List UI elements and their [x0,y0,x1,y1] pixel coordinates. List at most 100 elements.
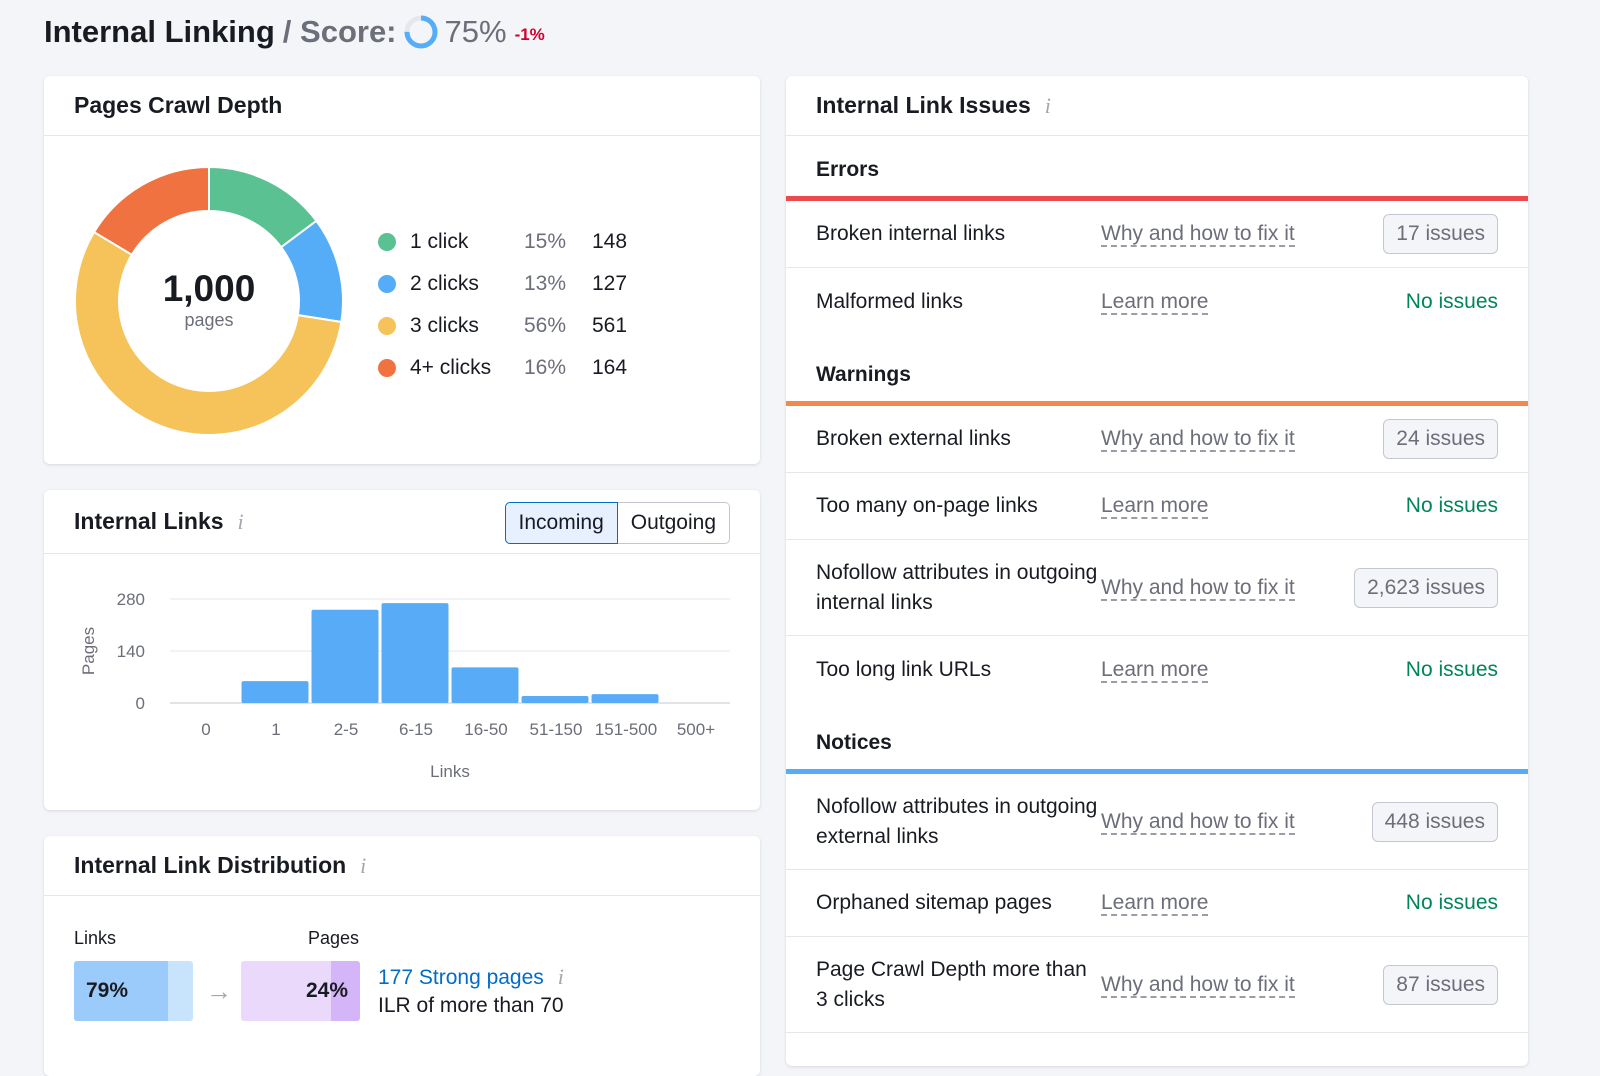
bar-2-5[interactable] [311,609,379,703]
legend-count: 127 [592,272,628,295]
issue-name: Broken internal links [816,222,1006,245]
help-link[interactable]: Learn more [1101,657,1209,683]
info-icon[interactable]: i [360,852,367,878]
legend-item: 2 clicks 13% 127 [378,263,627,305]
issue-row: Broken internal links Why and how to fix… [786,201,1528,268]
no-issues-status: No issues [1405,494,1498,517]
legend-pct: 13% [524,272,567,295]
section-bar [786,401,1528,406]
issue-row: Nofollow attributes in outgoing external… [786,774,1528,870]
info-icon[interactable]: i [237,508,244,534]
info-icon[interactable]: i [1044,92,1051,118]
bar-51-150[interactable] [521,695,589,703]
section-bar [786,196,1528,201]
x-tick-label: 2-5 [334,720,359,739]
legend-count: 148 [592,230,628,253]
help-link[interactable]: Why and how to fix it [1101,222,1295,247]
legend-count: 164 [592,356,628,379]
issue-name: Malformed links [816,289,964,313]
help-link[interactable]: Learn more [1101,891,1209,916]
help-link[interactable]: Why and how to fix it [1101,575,1295,601]
help-link[interactable]: Learn more [1101,494,1209,519]
info-icon[interactable]: i [557,964,564,989]
issues-badge[interactable]: 448 issues [1371,801,1498,842]
issue-name: Page Crawl Depth more than 3 clicks [816,957,1087,1011]
issue-name: Too long link URLs [816,657,992,681]
x-tick-label: 6-15 [399,720,433,739]
legend-label: 4+ clicks [410,356,492,379]
legend-label: 3 clicks [410,314,479,337]
score-label: / Score: [282,14,397,49]
internal-links-card: Internal Links i Incoming Outgoing 0 140 28… [44,490,760,810]
no-issues-status: No issues [1405,289,1498,313]
strong-pages-link[interactable]: 177 Strong pages i [378,964,564,989]
issue-row: Page Crawl Depth more than 3 clicks Why … [786,937,1528,1033]
legend-item: 4+ clicks 16% 164 [378,347,627,389]
issues-badge[interactable]: 87 issues [1383,964,1498,1005]
issue-name: Nofollow attributes in outgoing external… [816,794,1098,848]
card-title: Internal Link Distribution [74,852,347,878]
issue-row: Broken external links Why and how to fix… [786,406,1528,473]
issue-name: Nofollow attributes in outgoing internal… [816,560,1098,614]
distribution-card: Internal Link Distribution i Links Pages … [44,836,760,1076]
x-axis-label: Links [430,762,470,781]
score-ring-icon [404,15,438,49]
title-text: Internal Linking [44,14,275,49]
x-tick-label: 0 [201,720,210,739]
donut-slice-2[interactable] [74,230,343,436]
issues-badge[interactable]: 17 issues [1383,214,1498,254]
card-title: Internal Links [74,508,224,534]
direction-toggle: Incoming Outgoing [504,502,730,544]
crawl-depth-card: Pages Crawl Depth 1,000 pages 1 click 15%… [44,76,760,464]
ilr-text: ILR of more than 70 [378,994,564,1017]
tab-incoming[interactable]: Incoming [504,502,618,544]
legend-pct: 15% [524,230,567,253]
issues-badge[interactable]: 2,623 issues [1354,567,1498,608]
legend-item: 1 click 15% 148 [378,221,627,263]
links-bar: 79% [74,961,193,1021]
y-axis-label: Pages [79,627,98,675]
pages-bar: 24% [241,961,360,1021]
issue-row: Nofollow attributes in outgoing internal… [786,540,1528,636]
bar-1[interactable] [241,681,309,703]
score-value: 75% [444,14,507,49]
link-issues-card: Internal Link Issues i Errors Broken inte… [786,76,1528,1066]
issue-row: Too long link URLs Learn more No issues [786,636,1528,703]
legend-label: 2 clicks [410,272,479,295]
issue-row: Malformed links Learn more No issues [786,268,1528,335]
help-link[interactable]: Why and how to fix it [1101,972,1295,998]
x-tick-label: 51-150 [530,720,583,739]
section-bar [786,769,1528,774]
links-label: Links [74,928,117,948]
donut-slice-3[interactable] [92,166,210,257]
links-pct: 79% [86,979,129,1002]
legend-item: 3 clicks 56% 561 [378,305,627,347]
legend-label: 1 click [410,230,469,253]
links-bar-chart: 0 140 280 0 1 2-5 6-15 16-50 51-150 151-500 500+ Li… [79,590,730,781]
issue-name: Orphaned sitemap pages [816,891,1052,914]
total-label: pages [184,310,234,330]
page-title: Internal Linking / Score: 75% -1% [44,14,545,50]
score-delta: -1% [514,25,545,44]
y-tick-label: 0 [136,694,145,713]
bar-6-15[interactable] [381,603,449,703]
issue-row: Orphaned sitemap pages Learn more No iss… [786,870,1528,937]
section-notices: Notices [816,731,892,754]
section-warnings: Warnings [816,363,911,386]
y-tick-label: 280 [117,590,145,609]
help-link[interactable]: Learn more [1101,289,1209,315]
legend-dot [378,233,396,251]
help-link[interactable]: Why and how to fix it [1101,427,1295,452]
legend-dot [378,317,396,335]
crawl-depth-legend: 1 click 15% 148 2 clicks 13% 127 3 clicks 56% 56… [378,221,627,389]
legend-dot [378,275,396,293]
issue-row: Too many on-page links Learn more No iss… [786,473,1528,540]
issues-badge[interactable]: 24 issues [1383,419,1498,459]
issue-name: Broken external links [816,427,1011,450]
bar-16-50[interactable] [451,667,519,703]
no-issues-status: No issues [1405,657,1498,681]
pages-pct: 24% [305,979,348,1002]
help-link[interactable]: Why and how to fix it [1101,809,1295,835]
bar-151-500[interactable] [591,694,659,703]
tab-outgoing[interactable]: Outgoing [617,502,730,544]
